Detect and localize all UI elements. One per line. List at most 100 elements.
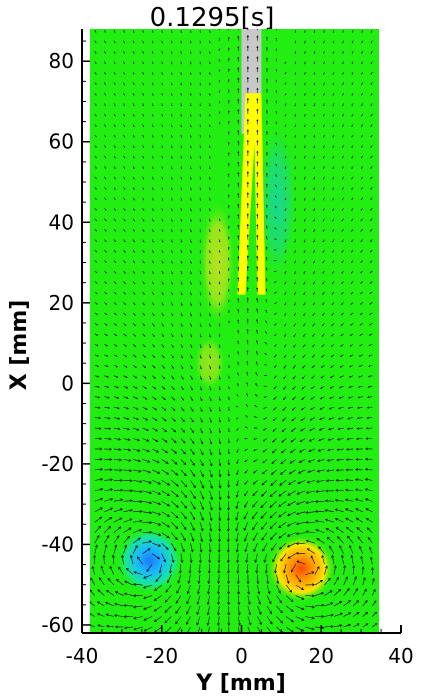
velocity-arrow	[235, 532, 239, 543]
velocity-arrow	[151, 323, 155, 327]
velocity-arrow	[113, 468, 123, 472]
arrow-shaft	[133, 616, 143, 619]
velocity-arrow	[209, 333, 211, 338]
arrow-head	[360, 219, 363, 222]
arrow-head	[237, 591, 241, 595]
velocity-arrow	[142, 260, 145, 264]
arrow-shaft	[142, 448, 150, 452]
velocity-arrow	[113, 427, 121, 431]
arrow-shaft	[257, 595, 261, 605]
arrow-head	[256, 213, 259, 216]
velocity-arrow	[236, 448, 239, 453]
velocity-arrow	[324, 602, 334, 607]
velocity-arrow	[123, 364, 128, 368]
arrow-head	[105, 251, 107, 253]
velocity-arrow	[365, 437, 373, 440]
arrow-head	[171, 262, 173, 264]
arrow-shaft	[247, 585, 250, 595]
arrow-shaft	[316, 538, 325, 544]
arrow-head	[95, 125, 97, 127]
arrow-shaft	[271, 459, 277, 464]
arrow-head	[322, 282, 324, 285]
arrow-head	[284, 240, 286, 243]
arrow-shaft	[292, 385, 296, 390]
velocity-arrow	[246, 171, 249, 177]
velocity-arrow	[94, 375, 100, 378]
velocity-arrow	[180, 92, 182, 96]
arrow-head	[370, 125, 372, 127]
velocity-arrow	[246, 393, 249, 397]
arrow-head	[337, 438, 340, 441]
velocity-arrow	[370, 103, 373, 107]
arrow-head	[291, 408, 294, 411]
velocity-arrow	[142, 176, 145, 180]
arrow-head	[174, 461, 178, 465]
arrow-shaft	[123, 385, 128, 389]
velocity-arrow	[353, 623, 360, 628]
velocity-arrow	[113, 417, 121, 420]
arrow-shaft	[367, 396, 373, 398]
velocity-arrow	[142, 417, 149, 421]
arrow-head	[268, 601, 272, 605]
velocity-arrow	[306, 548, 316, 554]
velocity-arrow	[322, 208, 325, 212]
arrow-shaft	[295, 616, 305, 621]
arrow-shaft	[343, 624, 351, 628]
velocity-arrow	[171, 543, 177, 552]
arrow-shaft	[161, 438, 168, 443]
velocity-arrow	[113, 508, 124, 513]
arrow-head	[293, 335, 296, 338]
velocity-arrow	[370, 134, 373, 138]
arrow-head	[200, 538, 204, 543]
arrow-head	[303, 303, 305, 306]
arrow-head	[227, 110, 230, 113]
velocity-arrow	[152, 501, 162, 506]
arrow-head	[365, 427, 369, 430]
arrow-head	[171, 125, 173, 128]
arrow-shaft	[165, 584, 172, 593]
arrow-head	[198, 560, 202, 564]
arrow-head	[95, 230, 98, 232]
arrow-shaft	[333, 565, 336, 575]
velocity-arrow	[227, 469, 231, 477]
arrow-shaft	[357, 536, 363, 544]
arrow-shaft	[347, 427, 354, 430]
velocity-arrow	[313, 187, 316, 191]
velocity-arrow	[320, 375, 325, 379]
velocity-arrow	[113, 344, 118, 347]
arrow-shaft	[199, 406, 203, 412]
arrow-head	[335, 527, 339, 530]
arrow-shaft	[272, 553, 277, 562]
velocity-arrow	[151, 82, 154, 86]
arrow-head	[311, 376, 314, 379]
arrow-head	[171, 304, 173, 306]
arrow-shaft	[190, 532, 194, 542]
arrow-head	[266, 204, 268, 207]
arrow-head	[199, 346, 202, 349]
velocity-arrow	[257, 605, 262, 615]
velocity-arrow	[361, 113, 363, 117]
arrow-head	[180, 115, 182, 117]
velocity-arrow	[218, 291, 221, 296]
arrow-shaft	[123, 396, 129, 399]
velocity-arrow	[209, 176, 211, 180]
arrow-head	[369, 261, 372, 263]
velocity-arrow	[360, 270, 363, 274]
arrow-head	[142, 178, 145, 180]
arrow-head	[104, 73, 106, 75]
arrow-head	[331, 282, 334, 285]
velocity-arrow	[185, 616, 191, 626]
arrow-shaft	[142, 531, 152, 534]
arrow-head	[251, 516, 255, 520]
arrow-head	[142, 52, 144, 54]
velocity-arrow	[360, 239, 363, 243]
velocity-arrow	[246, 129, 249, 135]
vortex-core-clockwise	[115, 526, 184, 595]
arrow-head	[209, 399, 212, 402]
arrow-head	[354, 478, 359, 482]
arrow-shaft	[356, 427, 363, 429]
arrow-head	[97, 589, 101, 593]
arrow-head	[356, 437, 359, 441]
arrow-shaft	[347, 417, 354, 419]
arrow-head	[358, 365, 361, 368]
